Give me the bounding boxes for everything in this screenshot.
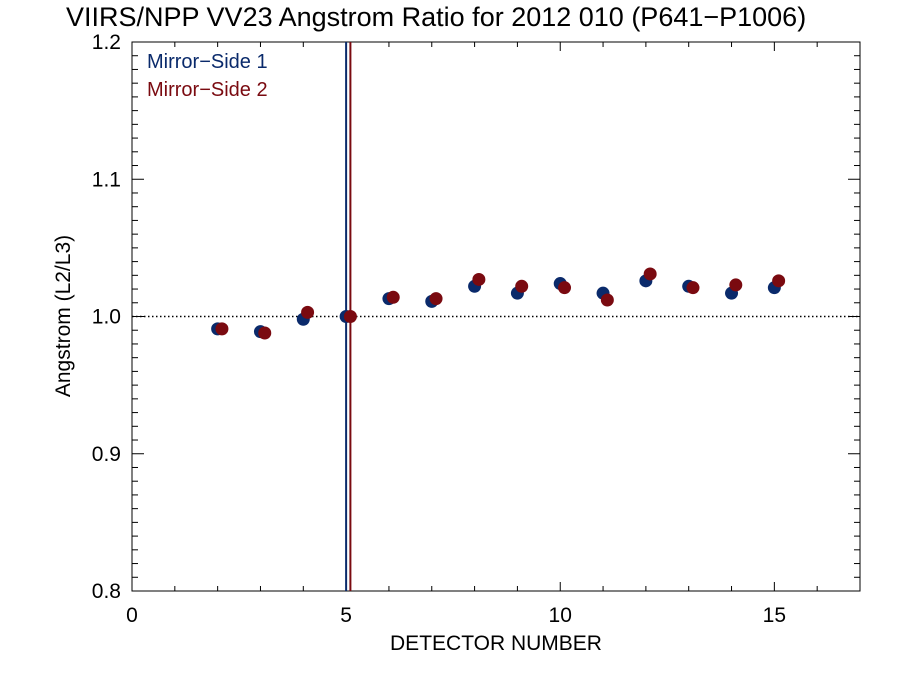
data-points	[211, 267, 786, 340]
series-2-point	[429, 292, 443, 306]
y-tick-labels: 0.8 0.9 1.0 1.1 1.2	[92, 31, 121, 603]
series-2-point	[515, 279, 529, 293]
series-2-point	[643, 267, 657, 281]
legend-entry-2: Mirror−Side 2	[147, 79, 268, 101]
series-2-point	[600, 293, 614, 307]
series-2-point	[558, 281, 572, 295]
x-tick-label: 15	[763, 604, 786, 627]
x-tick-labels: 0 5 10 15	[126, 604, 786, 627]
series-2-point	[215, 322, 229, 336]
series-2-point	[472, 272, 486, 286]
y-tick-label: 1.0	[92, 306, 121, 329]
series-2-point	[729, 278, 743, 292]
y-tick-label: 1.1	[92, 168, 121, 191]
x-tick-label: 0	[126, 604, 138, 627]
chart-title: VIIRS/NPP VV23 Angstrom Ratio for 2012 0…	[66, 2, 806, 32]
series-2-point	[301, 305, 315, 319]
series-2-point	[686, 281, 700, 295]
minor-ticks	[132, 42, 861, 591]
x-tick-label: 5	[340, 604, 352, 627]
x-tick-label: 10	[549, 604, 572, 627]
x-axis-label: DETECTOR NUMBER	[390, 632, 602, 655]
legend: Mirror−Side 1 Mirror−Side 2	[147, 51, 268, 101]
y-tick-label: 0.8	[92, 580, 121, 603]
legend-entry-1: Mirror−Side 1	[147, 51, 268, 73]
y-tick-label: 0.9	[92, 443, 121, 466]
series-2-point	[343, 310, 357, 323]
y-tick-label: 1.2	[92, 31, 121, 54]
y-axis-label: Angstrom (L2/L3)	[52, 235, 75, 397]
series-2-point	[258, 326, 272, 340]
series-2-point	[772, 274, 786, 288]
series-2-point	[386, 290, 400, 304]
